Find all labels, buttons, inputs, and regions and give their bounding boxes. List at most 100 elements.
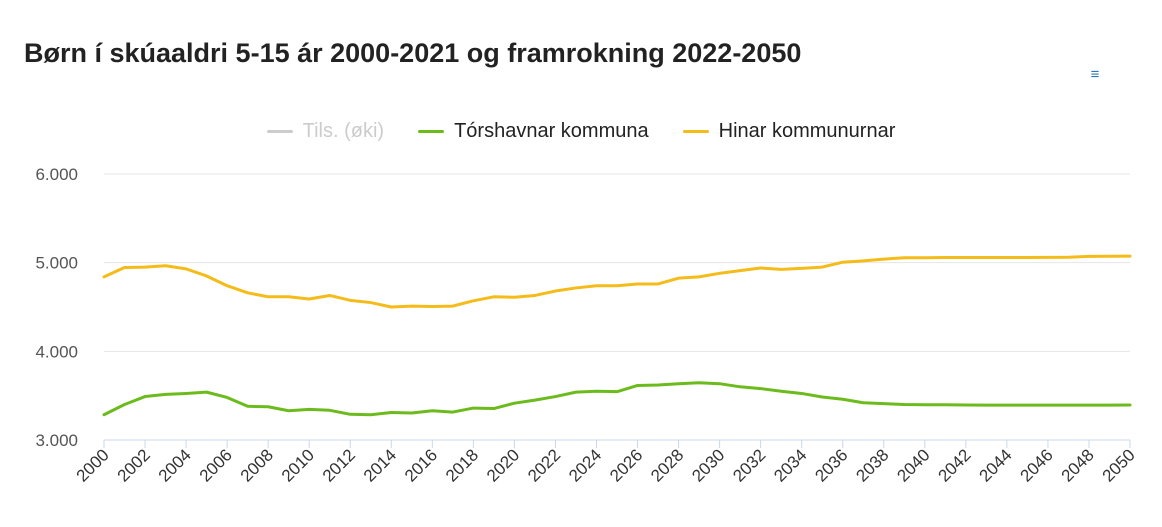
data-point[interactable]: [777, 265, 785, 273]
data-point[interactable]: [982, 254, 990, 262]
data-point[interactable]: [203, 388, 211, 396]
data-point[interactable]: [592, 387, 600, 395]
data-point[interactable]: [921, 401, 929, 409]
data-point[interactable]: [921, 254, 929, 262]
data-point[interactable]: [1085, 252, 1093, 260]
data-point[interactable]: [1064, 253, 1072, 261]
data-point[interactable]: [818, 263, 826, 271]
data-point[interactable]: [285, 293, 293, 301]
data-point[interactable]: [900, 401, 908, 409]
data-point[interactable]: [162, 262, 170, 270]
data-point[interactable]: [326, 406, 334, 414]
data-point[interactable]: [408, 302, 416, 310]
data-point[interactable]: [818, 393, 826, 401]
data-point[interactable]: [244, 402, 252, 410]
series-line-torshavn[interactable]: [102, 381, 1132, 417]
data-point[interactable]: [982, 401, 990, 409]
data-point[interactable]: [305, 295, 313, 303]
data-point[interactable]: [1003, 254, 1011, 262]
data-point[interactable]: [1126, 401, 1134, 409]
data-point[interactable]: [634, 381, 642, 389]
data-point[interactable]: [490, 405, 498, 413]
data-point[interactable]: [962, 254, 970, 262]
data-point[interactable]: [121, 264, 129, 272]
data-point[interactable]: [531, 396, 539, 404]
data-point[interactable]: [264, 293, 272, 301]
data-point[interactable]: [1085, 401, 1093, 409]
data-point[interactable]: [1064, 401, 1072, 409]
data-point[interactable]: [1003, 401, 1011, 409]
data-point[interactable]: [716, 269, 724, 277]
data-point[interactable]: [387, 303, 395, 311]
data-point[interactable]: [1126, 252, 1134, 260]
data-point[interactable]: [305, 405, 313, 413]
data-point[interactable]: [798, 264, 806, 272]
data-point[interactable]: [141, 263, 149, 271]
data-point[interactable]: [428, 303, 436, 311]
data-point[interactable]: [510, 293, 518, 301]
data-point[interactable]: [1105, 252, 1113, 260]
data-point[interactable]: [695, 273, 703, 281]
data-point[interactable]: [408, 409, 416, 417]
data-point[interactable]: [203, 272, 211, 280]
data-point[interactable]: [1044, 253, 1052, 261]
data-point[interactable]: [572, 388, 580, 396]
data-point[interactable]: [264, 403, 272, 411]
data-point[interactable]: [551, 287, 559, 295]
data-point[interactable]: [572, 284, 580, 292]
data-point[interactable]: [716, 380, 724, 388]
data-point[interactable]: [757, 385, 765, 393]
data-point[interactable]: [346, 296, 354, 304]
data-point[interactable]: [654, 381, 662, 389]
series-line-others[interactable]: [102, 254, 1132, 309]
data-point[interactable]: [223, 282, 231, 290]
data-point[interactable]: [613, 388, 621, 396]
data-point[interactable]: [880, 255, 888, 263]
data-point[interactable]: [428, 407, 436, 415]
data-point[interactable]: [1105, 401, 1113, 409]
data-point[interactable]: [675, 274, 683, 282]
data-point[interactable]: [634, 280, 642, 288]
data-point[interactable]: [244, 289, 252, 297]
data-point[interactable]: [449, 302, 457, 310]
data-point[interactable]: [798, 389, 806, 397]
data-point[interactable]: [859, 257, 867, 265]
data-point[interactable]: [1023, 253, 1031, 261]
data-point[interactable]: [510, 399, 518, 407]
data-point[interactable]: [736, 383, 744, 391]
data-point[interactable]: [613, 282, 621, 290]
data-point[interactable]: [162, 390, 170, 398]
data-point[interactable]: [859, 399, 867, 407]
legend-item-others[interactable]: Hinar kommunurnar: [682, 120, 895, 143]
chart-context-menu-button[interactable]: ≡: [1084, 66, 1106, 84]
data-point[interactable]: [839, 395, 847, 403]
legend-item-total[interactable]: Tils. (øki): [266, 120, 384, 143]
data-point[interactable]: [469, 404, 477, 412]
data-point[interactable]: [326, 291, 334, 299]
data-point[interactable]: [551, 393, 559, 401]
data-point[interactable]: [592, 282, 600, 290]
data-point[interactable]: [367, 299, 375, 307]
data-point[interactable]: [736, 267, 744, 275]
data-point[interactable]: [141, 393, 149, 401]
data-point[interactable]: [1023, 401, 1031, 409]
data-point[interactable]: [531, 291, 539, 299]
data-point[interactable]: [367, 411, 375, 419]
data-point[interactable]: [490, 293, 498, 301]
data-point[interactable]: [839, 258, 847, 266]
data-point[interactable]: [346, 410, 354, 418]
data-point[interactable]: [100, 411, 108, 419]
data-point[interactable]: [121, 401, 129, 409]
data-point[interactable]: [941, 401, 949, 409]
data-point[interactable]: [777, 387, 785, 395]
data-point[interactable]: [757, 264, 765, 272]
data-point[interactable]: [1044, 401, 1052, 409]
data-point[interactable]: [469, 297, 477, 305]
data-point[interactable]: [223, 393, 231, 401]
data-point[interactable]: [182, 265, 190, 273]
data-point[interactable]: [654, 280, 662, 288]
legend-item-torshavn[interactable]: Tórshavnar kommuna: [418, 120, 649, 143]
data-point[interactable]: [387, 409, 395, 417]
data-point[interactable]: [449, 408, 457, 416]
data-point[interactable]: [880, 400, 888, 408]
